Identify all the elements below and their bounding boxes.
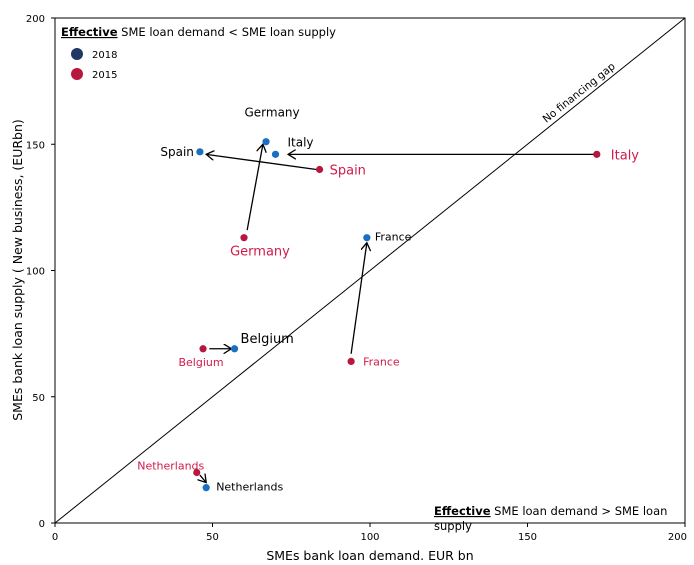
note-top-bold: Effective [61,25,118,39]
point-label-2018-spain: Spain [160,145,194,159]
y-axis-label: SMEs bank loan supply ( New business, (E… [10,119,25,421]
note-bottom: Effective SME loan demand > SME loan [434,504,667,518]
arrow-spain [206,154,317,171]
x-tick-label: 200 [668,532,687,543]
x-tick-label: 150 [518,532,537,543]
y-tick-label: 50 [32,393,45,404]
x-axis-label: SMEs bank loan demand. EUR bn [266,548,473,563]
point-label-2015-germany: Germany [230,245,290,260]
point-2015-germany [240,234,248,242]
point-2018-netherlands [202,484,210,492]
no-financing-gap-line [54,17,686,524]
point-2018-france [363,234,371,242]
legend-marker [71,48,83,60]
point-label-2015-spain: Spain [330,164,366,179]
y-tick-label: 150 [26,140,45,151]
points: Germany Italy Spain France Belgium Netherland… [137,106,639,494]
y-tick-label: 200 [26,14,45,25]
point-2015-spain [316,165,324,174]
point-label-2015-france: France [363,355,400,368]
legend-label: 2018 [92,50,117,61]
x-tick-label: 100 [360,532,379,543]
note-top-text: SME loan demand < SME loan supply [118,25,337,39]
x-tick-label: 0 [52,532,58,543]
x-tick-label: 50 [206,532,219,543]
point-label-2015-italy: Italy [611,148,640,163]
no-financing-gap-label: No financing gap [541,60,618,125]
y-tick-label: 0 [39,519,45,530]
legend-marker [71,68,83,80]
point-label-2018-italy: Italy [288,135,314,149]
legend-label: 2015 [92,70,117,81]
note-bottom-line2: supply [434,519,472,533]
point-label-2018-belgium: Belgium [241,332,294,347]
note-bottom-text: SME loan demand > SME loan [491,504,668,518]
point-label-2018-netherlands: Netherlands [216,481,283,494]
point-2015-netherlands [193,468,201,477]
note-top: Effective SME loan demand < SME loan sup… [61,25,336,39]
point-2015-italy [593,150,601,158]
arrows [200,144,594,482]
point-2018-italy [271,150,280,158]
point-2015-france [347,357,355,365]
point-2018-germany [262,138,270,146]
axis-ticks: 0 50 100 150 200 0 50 100 150 200 [26,14,687,543]
arrow-germany [246,144,263,231]
arrow-france [350,243,367,354]
point-label-2018-france: France [375,231,412,244]
note-bottom-bold: Effective [434,504,491,518]
point-2015-belgium [199,345,207,353]
legend: 2018 2015 [71,48,117,81]
point-2018-belgium [230,345,239,353]
y-tick-label: 100 [26,267,45,278]
arrow-netherlands [200,475,206,483]
point-label-2015-belgium: Belgium [178,356,223,369]
point-2018-spain [196,148,204,156]
point-label-2018-germany: Germany [244,106,299,120]
point-label-2015-netherlands: Netherlands [137,460,204,473]
